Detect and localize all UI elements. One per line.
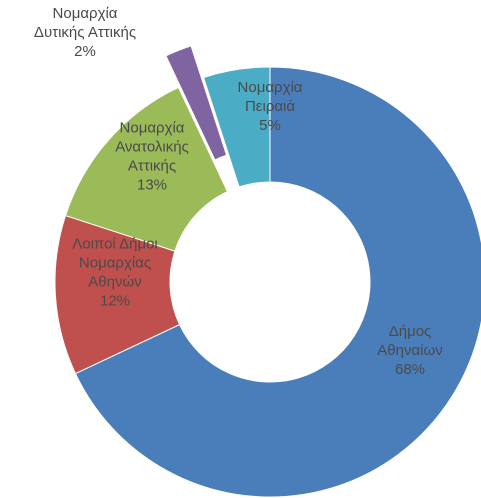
slice-label-2-line-0: Νομαρχία (120, 120, 185, 137)
slice-label-0-line-0: Δήμος (389, 323, 432, 340)
slice-label-3-line-1: Δυτικής Αττικής (34, 24, 136, 41)
slice-label-1-line-2: Αθηνών (88, 274, 141, 291)
slice-label-4-line-2: 5% (259, 117, 281, 134)
slice-label-1-line-3: 12% (100, 293, 130, 310)
slice-label-4-line-1: Πειραιά (245, 98, 295, 115)
slice-label-1: Λοιποί Δήμοι Νομαρχίας Αθηνών 12% (72, 236, 158, 310)
slice-label-2: Νομαρχία Ανατολικής Αττικής 13% (115, 120, 189, 194)
label-group: Δήμος Αθηναίων 68% Λοιποί Δήμοι Νομαρχίας Αθη… (34, 5, 443, 378)
slice-label-0-line-1: Αθηναίων (377, 342, 442, 359)
slice-label-0-line-2: 68% (395, 361, 425, 378)
slice-label-3-line-0: Νομαρχία (53, 5, 118, 22)
slice-0 (74, 66, 481, 498)
slice-group (54, 45, 481, 498)
slice-label-4-line-0: Νομαρχία (238, 79, 303, 96)
slice-3 (165, 45, 228, 161)
slice-label-1-line-0: Λοιποί Δήμοι (72, 236, 158, 253)
slice-label-4: Νομαρχία Πειραιά 5% (238, 79, 303, 134)
slice-label-3: Νομαρχία Δυτικής Αττικής 2% (34, 5, 136, 60)
slice-label-2-line-1: Ανατολικής (115, 139, 189, 156)
slice-label-2-line-2: Αττικής (128, 158, 176, 175)
slice-label-0: Δήμος Αθηναίων 68% (377, 323, 442, 378)
slice-4 (202, 66, 271, 188)
slice-2 (64, 86, 229, 252)
slice-label-2-line-3: 13% (137, 177, 167, 194)
slice-label-3-line-2: 2% (74, 43, 96, 60)
slice-label-1-line-1: Νομαρχίας (79, 255, 151, 272)
